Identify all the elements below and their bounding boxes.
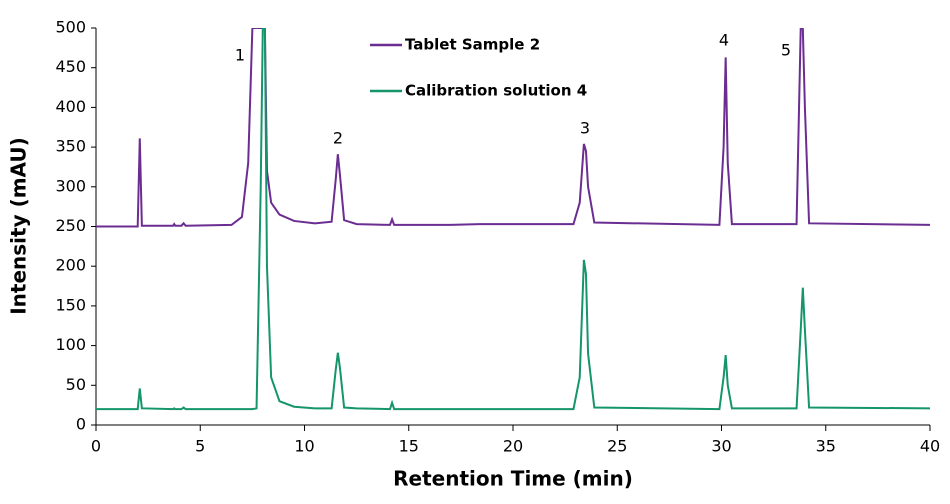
y-tick-label: 450 <box>55 57 86 76</box>
peak-label: 3 <box>580 119 590 138</box>
y-tick-label: 50 <box>66 375 86 394</box>
y-tick-label: 150 <box>55 295 86 314</box>
y-tick-label: 350 <box>55 137 86 156</box>
x-tick-label: 10 <box>294 437 314 456</box>
x-tick-label: 30 <box>711 437 731 456</box>
x-tick-label: 15 <box>399 437 419 456</box>
x-tick-label: 40 <box>920 437 940 456</box>
y-tick-label: 500 <box>55 18 86 37</box>
legend-label: Tablet Sample 2 <box>405 36 540 54</box>
x-tick-label: 5 <box>195 437 205 456</box>
plot-area <box>96 28 930 411</box>
y-tick-label: 100 <box>55 335 86 354</box>
y-tick-label: 400 <box>55 97 86 116</box>
y-tick-label: 200 <box>55 256 86 275</box>
y-axis-title: Intensity (mAU) <box>7 137 31 315</box>
peak-label: 5 <box>781 41 791 60</box>
y-tick-label: 250 <box>55 216 86 235</box>
x-axis-title: Retention Time (min) <box>393 467 633 491</box>
x-tick-label: 0 <box>91 437 101 456</box>
x-tick-label: 20 <box>503 437 523 456</box>
legend-label: Calibration solution 4 <box>405 82 587 100</box>
peak-label: 4 <box>719 31 729 50</box>
x-tick-label: 35 <box>816 437 836 456</box>
y-tick-label: 0 <box>76 415 86 434</box>
peak-label: 2 <box>333 129 343 148</box>
y-tick-label: 300 <box>55 176 86 195</box>
data-line <box>96 28 930 411</box>
data-line <box>96 28 930 228</box>
peak-label: 1 <box>235 46 245 65</box>
x-tick-label: 25 <box>607 437 627 456</box>
